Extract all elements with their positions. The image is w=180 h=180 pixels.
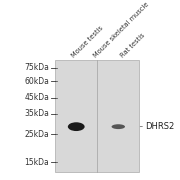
Text: 75kDa: 75kDa xyxy=(24,64,49,73)
Ellipse shape xyxy=(68,122,85,131)
Text: 45kDa: 45kDa xyxy=(24,93,49,102)
Ellipse shape xyxy=(112,124,125,129)
Text: 25kDa: 25kDa xyxy=(25,130,49,139)
Text: DHRS2: DHRS2 xyxy=(140,122,174,131)
Text: Rat testis: Rat testis xyxy=(120,32,147,58)
Text: Mouse skeletal muscle: Mouse skeletal muscle xyxy=(92,1,150,58)
Text: 60kDa: 60kDa xyxy=(24,77,49,86)
Text: 35kDa: 35kDa xyxy=(24,109,49,118)
FancyBboxPatch shape xyxy=(55,60,139,172)
Text: 15kDa: 15kDa xyxy=(25,158,49,167)
Text: Mouse testis: Mouse testis xyxy=(70,25,104,59)
